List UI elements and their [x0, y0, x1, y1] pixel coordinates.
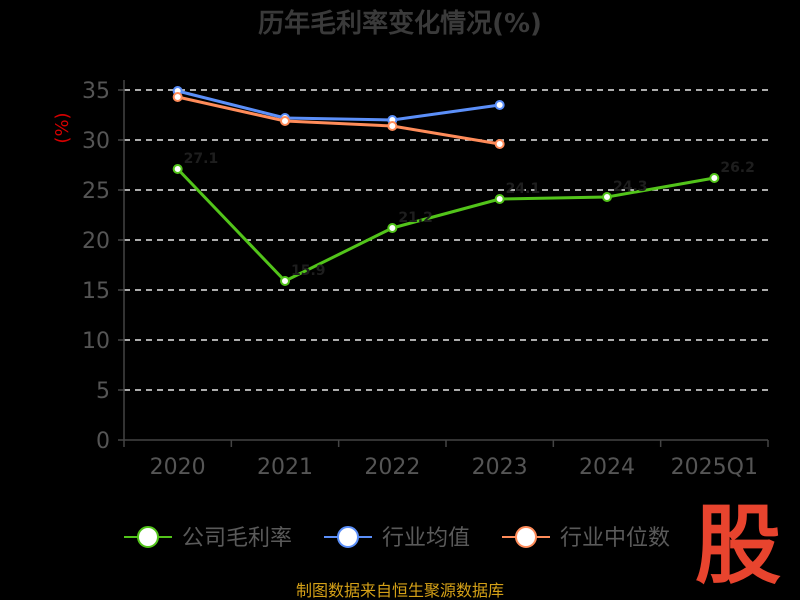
chart-title: 历年毛利率变化情况(%) [258, 8, 542, 39]
y-tick-label: 10 [82, 329, 110, 354]
legend-item-2: 行业中位数 [502, 526, 670, 551]
data-point [494, 194, 505, 204]
series-0: 27.1 15.9 21.2 24.1 24.3 26.2 [172, 151, 755, 286]
series-1 [172, 86, 505, 125]
legend-item-1: 行业均值 [324, 526, 470, 551]
legend-item-0: 公司毛利率 [124, 526, 292, 551]
data-label: 15.9 [291, 263, 326, 279]
x-tick-label: 2022 [364, 455, 420, 480]
legend-label: 行业中位数 [560, 526, 670, 551]
legend-label: 公司毛利率 [182, 526, 292, 551]
y-tick-label: 25 [82, 179, 110, 204]
axes: 0 5 10 15 20 25 30 35 2020 2021 2022 2023 2024 2025Q1 [82, 79, 769, 480]
legend-marker [337, 526, 359, 548]
data-point [494, 100, 505, 110]
legend-marker [137, 526, 159, 548]
brand-logo: 股 [695, 495, 781, 596]
data-point [709, 173, 720, 183]
y-tick-label: 0 [96, 429, 110, 454]
data-point [172, 164, 183, 174]
data-label: 24.3 [613, 179, 648, 195]
data-source-note: 制图数据来自恒生聚源数据库 [296, 581, 504, 600]
y-axis-label: (%) [52, 112, 73, 143]
series-line [177, 95, 500, 146]
grid-lines [124, 89, 768, 391]
series-layer: 27.1 15.9 21.2 24.1 24.3 26.2 [172, 86, 755, 286]
data-point [387, 121, 398, 131]
series-line [177, 89, 500, 122]
data-label: 27.1 [184, 151, 219, 167]
legend-marker [515, 526, 537, 548]
data-label: 21.2 [398, 210, 433, 226]
x-tick-label: 2021 [257, 455, 313, 480]
data-point [387, 223, 398, 233]
y-tick-label: 35 [82, 79, 110, 104]
data-label: 26.2 [720, 160, 755, 176]
series-line [176, 167, 715, 283]
y-tick-label: 5 [96, 379, 110, 404]
legend-label: 行业均值 [382, 526, 470, 551]
y-tick-label: 15 [82, 279, 110, 304]
data-point [280, 276, 290, 286]
data-point [602, 192, 612, 202]
legend: 公司毛利率 行业均值 行业中位数 [124, 526, 670, 551]
x-tick-label: 2025Q1 [671, 455, 758, 480]
data-label: 24.1 [506, 181, 541, 197]
series-2 [172, 92, 505, 149]
data-point [280, 116, 290, 126]
y-tick-label: 30 [82, 129, 110, 154]
x-tick-label: 2024 [579, 455, 635, 480]
x-tick-label: 2023 [472, 455, 528, 480]
data-point [494, 139, 505, 149]
y-tick-label: 20 [82, 229, 110, 254]
data-point [172, 92, 183, 102]
x-tick-label: 2020 [150, 455, 206, 480]
